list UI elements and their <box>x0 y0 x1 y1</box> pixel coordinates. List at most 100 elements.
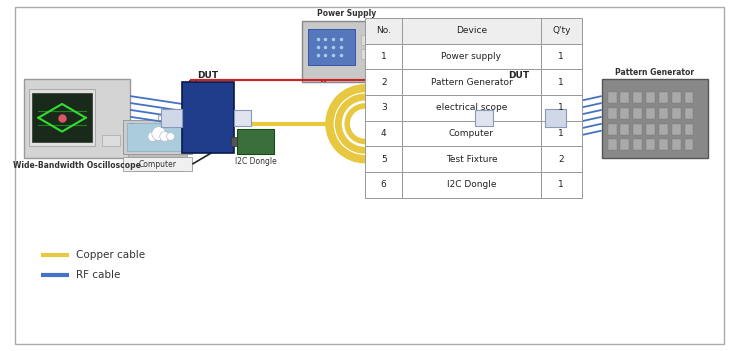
Text: DUT: DUT <box>198 71 219 80</box>
Bar <box>402 18 541 44</box>
Bar <box>365 172 402 198</box>
Text: Power supply: Power supply <box>442 52 502 61</box>
Bar <box>685 92 693 103</box>
Bar <box>365 121 402 146</box>
Bar <box>646 108 655 119</box>
Text: Device: Device <box>456 26 487 35</box>
Bar <box>402 172 541 198</box>
Text: 4: 4 <box>381 129 386 138</box>
Bar <box>685 124 693 134</box>
Text: 1: 1 <box>558 52 564 61</box>
Bar <box>231 137 237 146</box>
Bar <box>545 109 566 127</box>
Bar <box>685 139 693 150</box>
Text: Pattern Generator: Pattern Generator <box>615 68 695 77</box>
Bar <box>361 49 368 59</box>
Bar <box>302 21 391 82</box>
Text: 1: 1 <box>381 52 386 61</box>
Bar <box>33 93 92 143</box>
Bar <box>608 108 617 119</box>
Text: electrical scope: electrical scope <box>436 104 507 112</box>
Bar <box>402 69 541 95</box>
Bar <box>365 146 402 172</box>
Bar <box>620 92 629 103</box>
Bar <box>128 154 187 159</box>
Bar <box>365 18 402 44</box>
Bar <box>365 44 402 69</box>
Bar <box>541 146 582 172</box>
Bar <box>608 139 617 150</box>
Text: Q'ty: Q'ty <box>552 26 571 35</box>
Text: Copper cable: Copper cable <box>76 250 145 260</box>
Bar <box>361 35 368 45</box>
Bar <box>659 92 668 103</box>
Bar <box>659 124 668 134</box>
Text: I2C Dongle: I2C Dongle <box>447 180 496 190</box>
Text: 6: 6 <box>381 180 386 190</box>
Text: Wide-Bandwidth Oscilloscope: Wide-Bandwidth Oscilloscope <box>13 161 141 170</box>
Bar <box>379 35 386 45</box>
Text: Computer: Computer <box>449 129 494 138</box>
Bar <box>672 92 681 103</box>
Text: Power Supply: Power Supply <box>316 9 376 18</box>
Bar <box>370 49 377 59</box>
Bar <box>672 124 681 134</box>
Bar <box>608 124 617 134</box>
Bar <box>541 95 582 121</box>
Bar <box>601 79 709 158</box>
Bar <box>29 89 95 146</box>
Bar <box>634 139 642 150</box>
Bar <box>672 139 681 150</box>
Bar <box>133 159 182 171</box>
Bar <box>634 108 642 119</box>
Bar <box>103 134 120 146</box>
Text: 1: 1 <box>558 104 564 112</box>
Bar <box>308 29 355 65</box>
Text: 1: 1 <box>558 180 564 190</box>
Bar <box>402 95 541 121</box>
Bar <box>672 108 681 119</box>
Bar <box>541 69 582 95</box>
Bar <box>237 128 274 154</box>
Bar <box>365 95 402 121</box>
Bar <box>541 121 582 146</box>
Bar <box>402 44 541 69</box>
Bar <box>475 110 494 126</box>
Bar <box>379 49 386 59</box>
Text: 2: 2 <box>381 78 386 87</box>
Bar <box>620 124 629 134</box>
Bar <box>23 79 130 158</box>
Bar <box>659 139 668 150</box>
Bar <box>646 92 655 103</box>
Bar <box>634 92 642 103</box>
Bar <box>370 35 377 45</box>
Circle shape <box>160 132 170 141</box>
Bar <box>620 108 629 119</box>
Text: Computer: Computer <box>139 160 176 168</box>
Bar <box>634 124 642 134</box>
Text: 1: 1 <box>558 78 564 87</box>
Text: DUT: DUT <box>508 71 529 80</box>
Bar <box>620 139 629 150</box>
Text: RF cable: RF cable <box>76 270 120 280</box>
Bar <box>402 146 541 172</box>
Text: 2: 2 <box>558 155 564 164</box>
Bar <box>127 123 188 151</box>
Circle shape <box>167 133 174 140</box>
Bar <box>685 108 693 119</box>
Bar <box>182 82 234 153</box>
Bar <box>123 120 192 154</box>
Bar <box>541 18 582 44</box>
Text: I2C Dongle: I2C Dongle <box>235 157 276 166</box>
Text: Test Fixture: Test Fixture <box>445 155 497 164</box>
Text: Pattern Generator: Pattern Generator <box>431 78 512 87</box>
Bar <box>160 109 182 127</box>
Text: 1: 1 <box>558 129 564 138</box>
Bar <box>659 108 668 119</box>
Bar <box>541 172 582 198</box>
Bar <box>646 124 655 134</box>
Circle shape <box>152 127 165 140</box>
Bar <box>365 69 402 95</box>
Bar <box>494 82 545 153</box>
Bar <box>402 121 541 146</box>
